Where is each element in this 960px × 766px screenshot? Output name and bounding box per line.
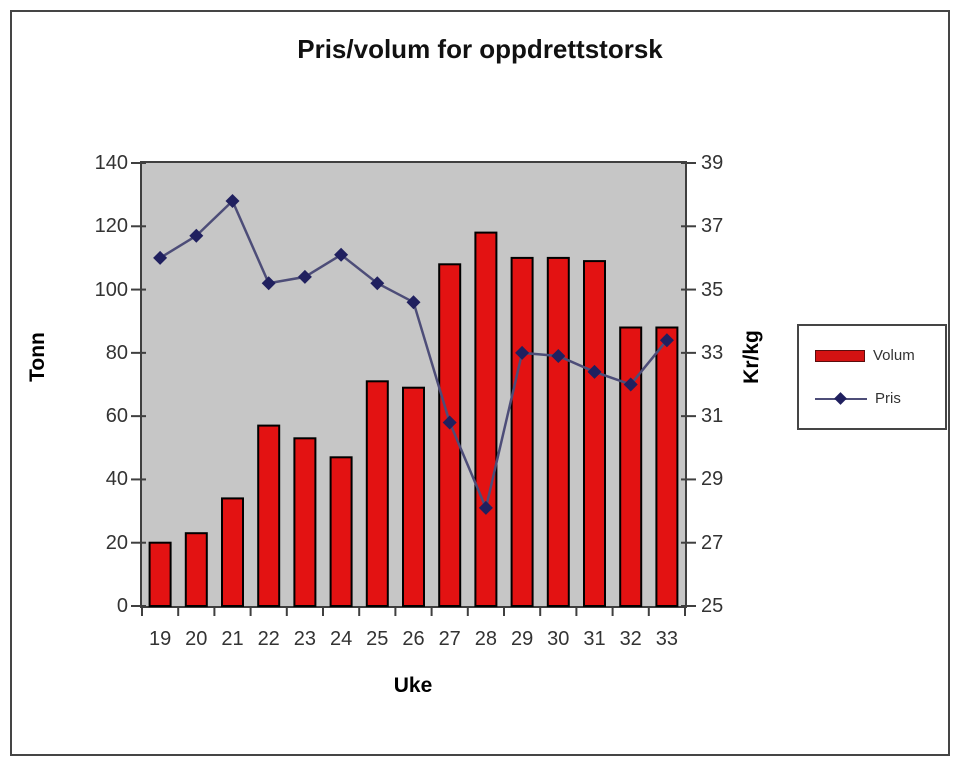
- volume-bar: [510, 256, 534, 608]
- left-axis-tick-label: 20: [105, 531, 128, 554]
- price-marker: [406, 295, 421, 310]
- left-axis-tick-label: 120: [94, 215, 128, 238]
- left-axis-tick-label: 140: [94, 152, 128, 174]
- chart-title: Pris/volum for oppdrettstorsk: [297, 34, 663, 64]
- left-axis-tick-label: 100: [94, 278, 128, 301]
- legend-label-pris: Pris: [875, 390, 901, 407]
- x-axis-tick-label: 30: [547, 628, 570, 650]
- price-marker: [225, 193, 240, 208]
- x-axis-tick-label: 29: [510, 628, 534, 650]
- volume-bar: [257, 424, 281, 607]
- price-marker: [515, 345, 530, 360]
- price-marker: [370, 276, 385, 291]
- price-marker: [659, 333, 674, 348]
- price-marker: [297, 269, 312, 284]
- x-axis-tick-label: 32: [619, 628, 642, 650]
- volume-bar: [583, 260, 606, 607]
- legend-label-volum: Volum: [873, 347, 915, 364]
- legend-box: Volum Pris: [797, 324, 947, 430]
- price-marker: [478, 500, 493, 515]
- x-axis-tick-label: 28: [474, 628, 498, 650]
- volume-bar: [184, 532, 208, 608]
- price-marker: [334, 247, 349, 262]
- price-marker: [189, 228, 204, 243]
- volume-bar: [221, 497, 244, 607]
- price-marker: [261, 276, 276, 291]
- volume-bar: [329, 456, 353, 607]
- volume-bar: [365, 380, 389, 607]
- x-axis-tick-label: 26: [402, 628, 425, 650]
- x-axis-tick-label: 25: [366, 628, 389, 650]
- volume-bar: [474, 231, 498, 607]
- right-axis-tick-label: 25: [701, 595, 724, 617]
- volume-bar: [148, 541, 172, 608]
- right-axis-tick-label: 35: [701, 278, 724, 301]
- x-axis-tick-label: 24: [329, 628, 353, 650]
- x-axis-tick-label: 31: [583, 628, 606, 650]
- plot-area: [131, 161, 696, 616]
- left-axis-tick-label: 60: [105, 405, 128, 428]
- volume-bar: [655, 326, 679, 607]
- price-marker: [623, 377, 638, 392]
- legend-item-pris: Pris: [815, 390, 939, 407]
- right-axis-tick-label: 39: [701, 152, 724, 174]
- pris-swatch-icon: [815, 391, 867, 405]
- x-axis-tick-label: 20: [185, 628, 208, 650]
- left-axis-tick-label: 0: [116, 595, 128, 617]
- x-axis-title: Uke: [393, 674, 433, 697]
- volume-bar: [438, 263, 462, 608]
- price-marker: [442, 415, 457, 430]
- left-axis-tick-label: 80: [105, 341, 128, 364]
- right-axis-tick-label: 37: [701, 215, 724, 238]
- price-marker: [153, 250, 168, 265]
- price-marker: [587, 364, 602, 379]
- volum-swatch-icon: [815, 349, 865, 362]
- right-axis-tick-label: 33: [701, 341, 724, 364]
- plot-canvas: [131, 162, 696, 616]
- x-axis-tick-label: 27: [438, 628, 461, 650]
- right-axis-tick-label: 31: [701, 405, 724, 428]
- volume-bar: [619, 326, 643, 607]
- volume-bar: [293, 437, 317, 607]
- x-axis-tick-label: 21: [221, 628, 244, 650]
- price-marker: [551, 349, 566, 364]
- x-axis-tick-label: 22: [257, 628, 280, 650]
- x-axis-tick-label: 19: [148, 628, 172, 650]
- left-axis-tick-label: 40: [105, 468, 128, 491]
- diamond-marker-icon: [834, 391, 847, 405]
- volume-bar: [546, 256, 570, 608]
- volume-bar: [402, 386, 425, 607]
- x-axis-tick-label: 33: [655, 628, 679, 650]
- right-axis-tick-label: 27: [701, 531, 724, 554]
- legend-item-volum: Volum: [815, 347, 939, 364]
- x-axis-tick-label: 23: [293, 628, 317, 650]
- right-axis-tick-label: 29: [701, 468, 724, 491]
